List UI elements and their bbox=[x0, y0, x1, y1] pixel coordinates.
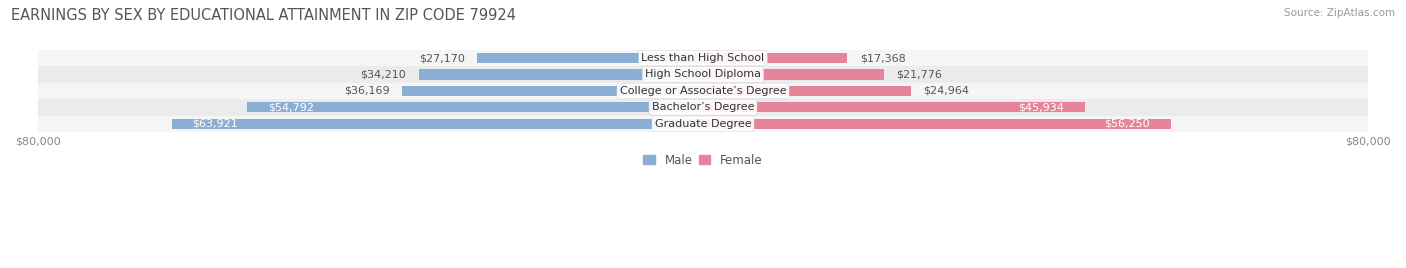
Bar bbox=[703, 102, 1085, 113]
Bar bbox=[703, 69, 884, 80]
Bar bbox=[402, 86, 703, 96]
Text: EARNINGS BY SEX BY EDUCATIONAL ATTAINMENT IN ZIP CODE 79924: EARNINGS BY SEX BY EDUCATIONAL ATTAINMEN… bbox=[11, 8, 516, 23]
Text: $17,368: $17,368 bbox=[860, 53, 905, 63]
Bar bbox=[38, 83, 1368, 99]
Text: $24,964: $24,964 bbox=[924, 86, 969, 96]
Bar bbox=[38, 50, 1368, 66]
Text: High School Diploma: High School Diploma bbox=[645, 69, 761, 80]
Text: College or Associate’s Degree: College or Associate’s Degree bbox=[620, 86, 786, 96]
Text: $63,921: $63,921 bbox=[193, 119, 238, 129]
Bar bbox=[703, 119, 1171, 129]
Text: Graduate Degree: Graduate Degree bbox=[655, 119, 751, 129]
Text: Less than High School: Less than High School bbox=[641, 53, 765, 63]
Text: $54,792: $54,792 bbox=[269, 102, 314, 112]
Text: $34,210: $34,210 bbox=[360, 69, 406, 80]
Text: Bachelor’s Degree: Bachelor’s Degree bbox=[652, 102, 754, 112]
Bar bbox=[703, 86, 911, 96]
Bar bbox=[38, 116, 1368, 132]
Bar bbox=[38, 66, 1368, 83]
Text: $56,250: $56,250 bbox=[1104, 119, 1150, 129]
Bar bbox=[247, 102, 703, 113]
Text: Source: ZipAtlas.com: Source: ZipAtlas.com bbox=[1284, 8, 1395, 18]
Text: $21,776: $21,776 bbox=[897, 69, 942, 80]
Bar bbox=[419, 69, 703, 80]
Text: $45,934: $45,934 bbox=[1018, 102, 1064, 112]
Legend: Male, Female: Male, Female bbox=[638, 149, 768, 171]
Bar bbox=[172, 119, 703, 129]
Text: $36,169: $36,169 bbox=[344, 86, 389, 96]
Bar bbox=[38, 99, 1368, 116]
Bar bbox=[477, 53, 703, 63]
Bar bbox=[703, 53, 848, 63]
Text: $27,170: $27,170 bbox=[419, 53, 464, 63]
